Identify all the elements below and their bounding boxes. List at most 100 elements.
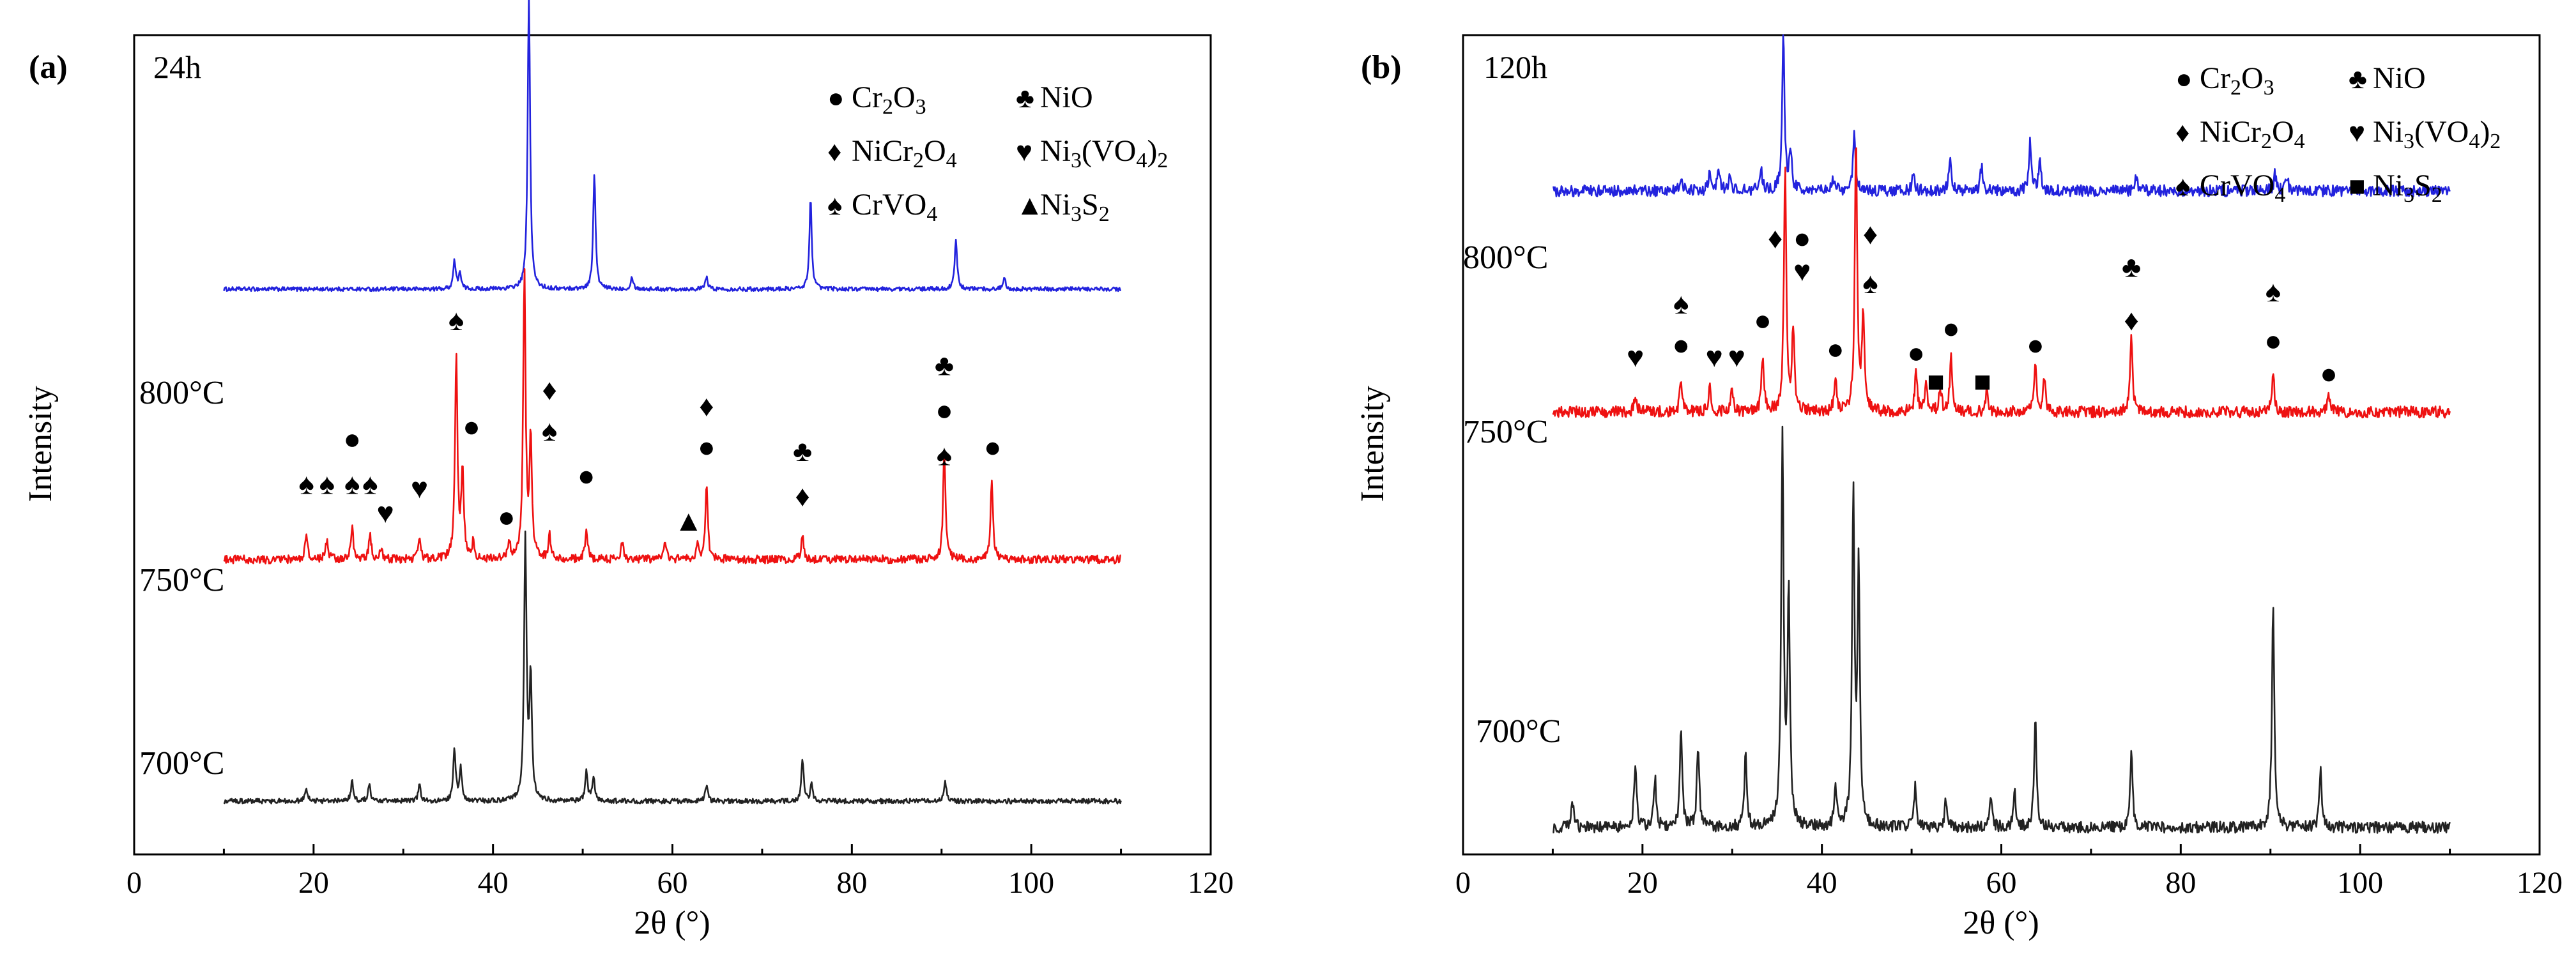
x-tick-label: 40 [478,866,509,900]
legend: ● Cr2O3 ♣ NiO♦ NiCr2O4 ♥ Ni3(VO4)2♠ CrVO4 ■ Ni3S2 [2175,61,2501,207]
legend-label: Ni3(VO4)2 [2373,115,2501,153]
legend-label: Cr2O3 [2200,61,2274,100]
series-label-750-c: 750°C [139,562,224,598]
phase-marker: ♠ [298,467,314,500]
legend-symbol: ♠ [827,190,842,221]
phase-marker: ● [698,431,716,464]
legend-subscript: 2 [2490,130,2501,153]
phase-marker: ● [1672,328,1690,361]
phase-marker: ♣ [793,435,812,467]
legend-label: Ni3S2 [2373,169,2442,207]
legend-label: NiCr2O4 [852,134,957,172]
legend-text: O [893,80,916,114]
phase-marker: ● [2264,324,2282,357]
legend-text: ) [2480,115,2490,149]
legend-subscript: 4 [926,202,937,226]
phase-marker: ● [984,431,1002,464]
phase-marker: ● [343,423,361,455]
legend-text: CrVO [852,188,926,222]
legend-subscript: 2 [1099,202,1110,226]
legend-symbol: ♥ [1016,136,1032,167]
legend-label: NiO [1040,80,1093,114]
series-label-800-c: 800°C [139,375,224,411]
legend-symbol: ▲ [1016,190,1044,221]
phase-marker: ♦ [542,374,556,406]
phase-marker: ♦ [2124,304,2138,337]
series-label-800-c: 800°C [1463,239,1548,276]
legend: ● Cr2O3 ♣ NiO♦ NiCr2O4 ♥ Ni3(VO4)2♠ CrVO4 ▲Ni3S2 [827,80,1168,226]
legend-label: Ni3S2 [1040,188,1110,226]
legend-text: S [2414,169,2432,202]
phase-marker: ♣ [2122,250,2141,283]
legend-text: NiCr [852,134,913,168]
legend-text: O [2241,61,2264,95]
phase-marker: ● [578,460,595,492]
legend-text: NiO [2373,61,2426,95]
phase-marker: ♠ [362,467,378,500]
legend-label: Ni3(VO4)2 [1040,134,1168,172]
phase-marker: ♣ [935,349,954,381]
phase-marker: ♠ [937,439,952,472]
x-tick-label: 0 [126,866,142,900]
phase-marker: ● [2027,328,2044,361]
legend-subscript: 4 [1136,149,1147,172]
series-line-700-c [223,530,1122,805]
legend-subscript: 2 [2261,130,2272,153]
legend-subscript: 2 [1157,149,1168,172]
phase-marker: ♦ [1768,222,1782,255]
legend-symbol: ♠ [2175,171,2190,202]
phase-marker: ● [498,501,516,533]
phase-marker: ♥ [1627,341,1644,374]
x-tick-label: 60 [1986,866,2017,900]
phase-marker: ■ [1927,365,1945,398]
legend-symbol: ■ [2349,171,2366,202]
phase-marker: ▲ [674,504,703,537]
phase-marker: ♠ [448,304,464,337]
legend-text: CrVO [2200,169,2274,202]
x-tick-label: 80 [836,866,867,900]
phase-marker: ● [2320,357,2338,390]
legend-label: NiO [2373,61,2426,95]
legend-text: Ni [2373,115,2404,149]
panel-label: (a) [29,49,68,86]
phase-marker: ♦ [699,390,714,423]
phase-marker: ♦ [1863,218,1878,250]
legend-label: CrVO4 [852,188,937,226]
legend-symbol: ♣ [2349,63,2367,95]
legend-label: Cr2O3 [852,80,926,119]
x-tick-label: 100 [2337,866,2383,900]
legend-text: Ni [2373,169,2404,202]
phase-marker: ♦ [795,480,809,513]
phase-marker: ♥ [1706,341,1723,374]
x-tick-label: 100 [1008,866,1054,900]
legend-subscript: 2 [882,95,893,119]
phase-marker: ♠ [344,467,360,500]
phase-marker: ● [935,394,953,427]
series-label-700-c: 700°C [139,745,224,782]
x-tick-label: 40 [1807,866,1837,900]
legend-label: CrVO4 [2200,169,2285,207]
legend-subscript: 4 [2274,183,2285,207]
phase-marker: ● [1793,222,1811,255]
legend-subscript: 2 [913,149,924,172]
phase-marker: ■ [1974,365,1991,398]
legend-subscript: 3 [1071,202,1082,226]
series-line-750-c [223,268,1121,565]
legend-symbol: ● [2175,63,2193,95]
x-tick-label: 0 [1455,866,1471,900]
phase-marker: ● [1942,312,1960,345]
legend-subscript: 4 [2469,130,2480,153]
legend-subscript: 3 [1071,149,1082,172]
y-axis-label: Intensity [22,386,59,502]
phase-marker: ● [1907,337,1925,369]
phase-marker: ♥ [411,472,428,504]
x-tick-label: 120 [1188,866,1234,900]
x-tick-label: 20 [298,866,329,900]
legend-text: (VO [1082,134,1136,168]
panel-b: 0 20 40 60 80 100 120 2θ (°) Intensity 120h (b) 800… [1354,34,2563,941]
phase-marker: ● [463,411,480,443]
phase-marker: ♥ [1793,255,1811,287]
legend-symbol: ● [827,82,845,114]
phase-marker: ♥ [377,496,394,529]
series-line-800-c [1552,34,2451,197]
